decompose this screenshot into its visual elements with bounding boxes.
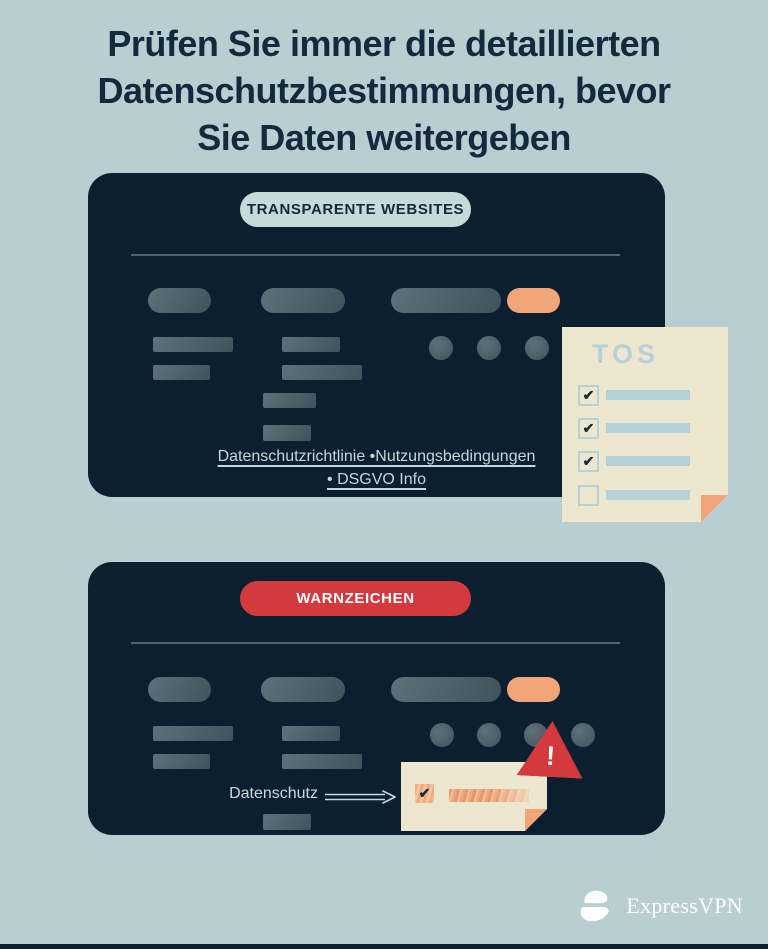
tos-checklist-row: ✔ [578,385,718,406]
tos-checklist-row: ✔ [578,418,718,439]
skeleton-dot [430,723,454,747]
page-fold-corner [525,809,547,831]
skeleton-pill [148,677,211,702]
checkbox-checked-icon[interactable]: ✔ [578,418,599,439]
header-divider [131,642,620,644]
right-arrow-icon [325,790,396,804]
skeleton-bar [282,754,362,769]
transparent-websites-badge: TRANSPARENTE WEBSITES [240,192,471,227]
skeleton-pill [148,288,211,313]
checkbox-checked-icon[interactable]: ✔ [578,385,599,406]
warning-signs-card: WARNZEICHEN Datenschutz ✔ ! [88,562,665,835]
skeleton-bar [263,393,316,408]
skeleton-dot [477,336,501,360]
brand-logo: ExpressVPN [574,886,743,926]
skeleton-dot [525,336,549,360]
skeleton-bar [153,726,233,741]
policy-links: Datenschutzrichtlinie •Nutzungsbedingung… [88,445,665,491]
policy-links-line-1[interactable]: Datenschutzrichtlinie •Nutzungsbedingung… [217,448,536,465]
skeleton-dot [477,723,501,747]
tos-heading: TOS [592,339,660,369]
skeleton-bar [153,365,210,380]
checkbox-checked-icon[interactable]: ✔ [578,451,599,472]
skeleton-pill [391,288,501,313]
skeleton-bar [263,814,311,830]
expressvpn-icon [581,890,609,922]
tos-text-bar [606,456,690,466]
warning-signs-badge: WARNZEICHEN [240,581,471,616]
skeleton-pill [261,288,345,313]
skeleton-pill-accent [507,677,560,702]
skeleton-bar [153,754,210,769]
scribbled-text-bar [449,789,529,802]
skeleton-pill [391,677,501,702]
tos-text-bar [606,390,690,400]
skeleton-bar [282,337,340,352]
tos-checklist-row: ✔ [578,451,718,472]
tos-document: TOS ✔ ✔ ✔ [562,327,728,522]
skeleton-bar [263,425,311,441]
checkbox-checked-icon[interactable]: ✔ [415,784,434,803]
tos-text-bar [606,423,690,433]
tos-text-bar [606,490,690,500]
tos-checklist-row [578,485,718,506]
skeleton-dot [429,336,453,360]
exclamation-mark: ! [545,740,556,772]
title-line-2: Datenschutzbestimmungen, bevor [97,70,671,111]
checkbox-unchecked-icon[interactable] [578,485,599,506]
skeleton-bar [282,726,340,741]
title-line-1: Prüfen Sie immer die detaillierten [107,23,661,64]
bottom-edge-bar [0,944,768,949]
skeleton-bar [153,337,233,352]
datenschutz-label: Datenschutz [229,785,318,802]
brand-name: ExpressVPN [626,893,743,918]
title-line-3: Sie Daten weitergeben [197,117,571,158]
header-divider [131,254,620,256]
policy-links-line-2[interactable]: • DSGVO Info [327,471,426,488]
page-fold-corner [701,495,728,522]
skeleton-bar [282,365,362,380]
skeleton-pill [261,677,345,702]
skeleton-dot [571,723,595,747]
page-title: Prüfen Sie immer die detaillierten Daten… [0,20,768,161]
skeleton-pill-accent [507,288,560,313]
